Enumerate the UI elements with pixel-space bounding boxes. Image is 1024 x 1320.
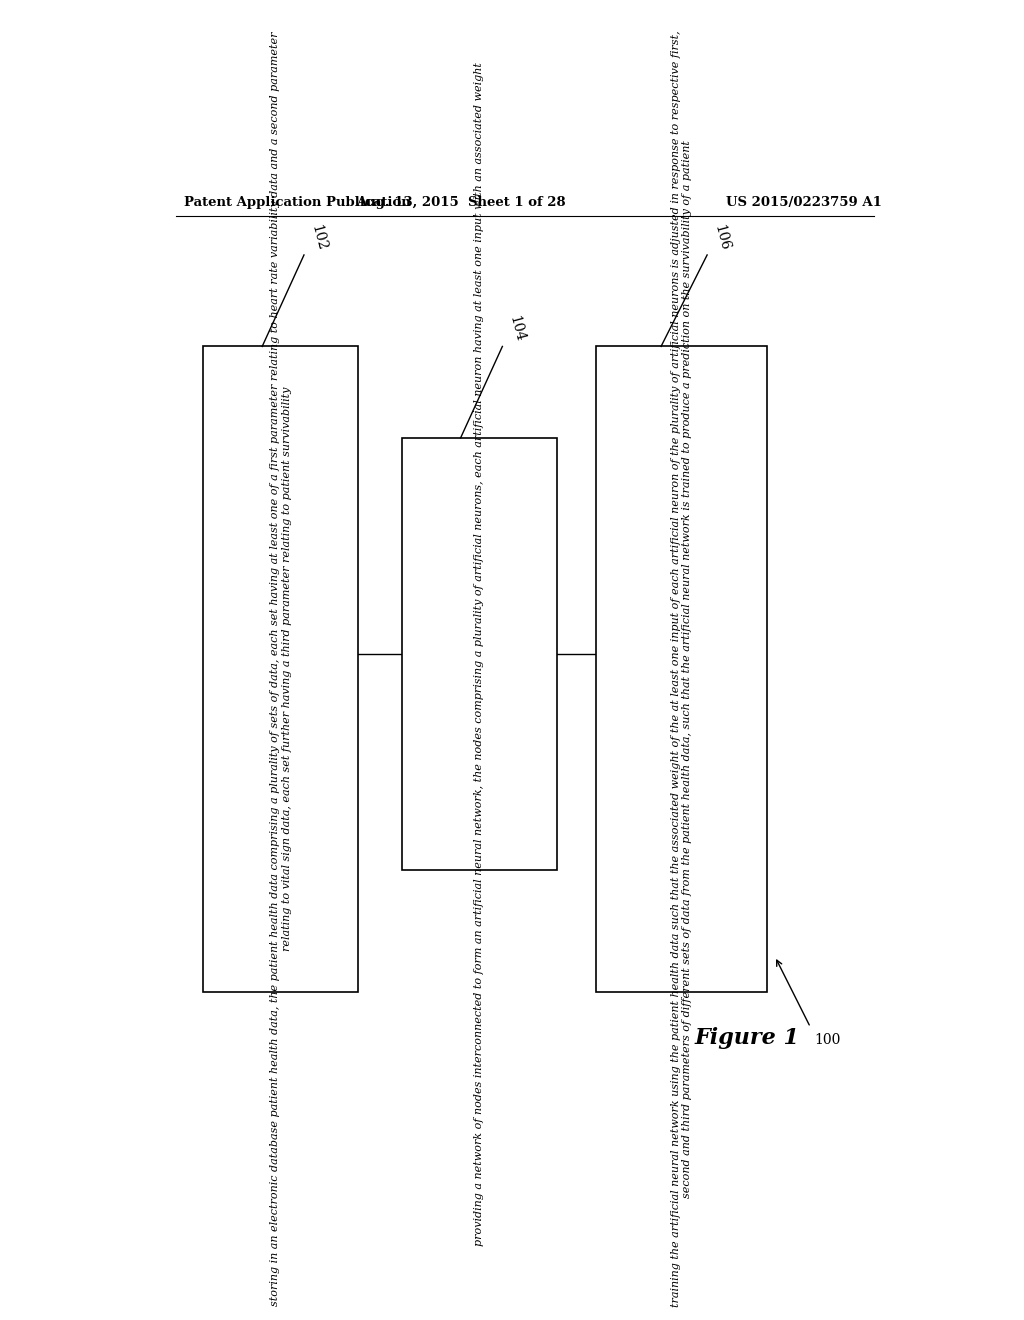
Text: Patent Application Publication: Patent Application Publication bbox=[183, 195, 411, 209]
Text: 102: 102 bbox=[308, 223, 329, 252]
Bar bbox=[204, 346, 358, 991]
Text: 100: 100 bbox=[814, 1032, 841, 1047]
Bar bbox=[401, 438, 557, 870]
Text: Figure 1: Figure 1 bbox=[694, 1027, 800, 1048]
Text: 106: 106 bbox=[711, 223, 731, 252]
Text: storing in an electronic database patient health data, the patient health data c: storing in an electronic database patien… bbox=[270, 32, 292, 1307]
Bar bbox=[596, 346, 767, 991]
Text: Aug. 13, 2015  Sheet 1 of 28: Aug. 13, 2015 Sheet 1 of 28 bbox=[356, 195, 566, 209]
Text: providing a network of nodes interconnected to form an artificial neural network: providing a network of nodes interconnec… bbox=[474, 62, 484, 1246]
Text: 104: 104 bbox=[506, 314, 526, 343]
Text: training the artificial neural network using the patient health data such that t: training the artificial neural network u… bbox=[671, 30, 692, 1307]
Text: US 2015/0223759 A1: US 2015/0223759 A1 bbox=[726, 195, 882, 209]
